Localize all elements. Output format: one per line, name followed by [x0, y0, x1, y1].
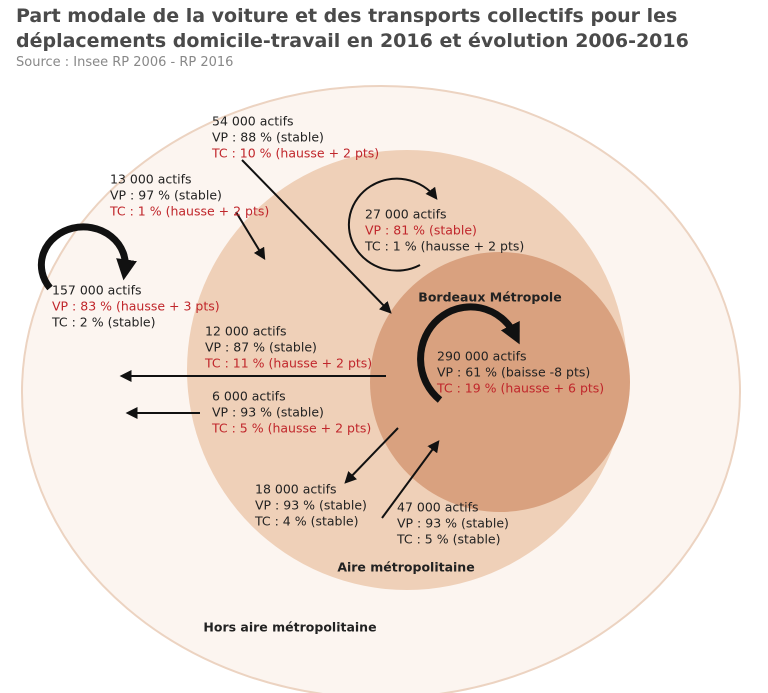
- flow-tc: TC : 11 % (hausse + 2 pts): [204, 356, 372, 371]
- arrow: [235, 211, 266, 261]
- arrow: [344, 427, 399, 484]
- flow-tc: TC : 5 % (hausse + 2 pts): [211, 421, 371, 436]
- flow-tc: TC : 19 % (hausse + 6 pts): [436, 381, 604, 396]
- flow-count: 290 000 actifs: [437, 349, 526, 364]
- title: Part modale de la voiture et des transpo…: [16, 5, 689, 52]
- flow-tc: TC : 4 % (stable): [254, 514, 359, 529]
- loop-arrow: [347, 177, 438, 272]
- flow-tc: TC : 2 % (stable): [51, 315, 156, 330]
- source: Source : Insee RP 2006 - RP 2016: [16, 55, 234, 70]
- flow-vp: VP : 83 % (hausse + 3 pts): [52, 299, 220, 314]
- flow-vp: VP : 88 % (stable): [212, 130, 324, 145]
- flow-vp: VP : 81 % (stable): [365, 223, 477, 238]
- flow-count: 18 000 actifs: [255, 482, 337, 497]
- flow-tc: TC : 1 % (hausse + 2 pts): [364, 239, 524, 254]
- flow-vp: VP : 93 % (stable): [212, 405, 324, 420]
- flow-vp: VP : 93 % (stable): [255, 498, 367, 513]
- flow-vp: VP : 87 % (stable): [205, 340, 317, 355]
- flow-vp: VP : 93 % (stable): [397, 516, 509, 531]
- flow-tc: TC : 5 % (stable): [396, 532, 501, 547]
- flow-count: 47 000 actifs: [397, 500, 479, 515]
- arrow: [381, 440, 440, 519]
- flow-vp: VP : 61 % (baisse -8 pts): [437, 365, 590, 380]
- flow-tc: TC : 1 % (hausse + 2 pts): [109, 204, 269, 219]
- flow-tc: TC : 10 % (hausse + 2 pts): [211, 146, 379, 161]
- flow-count: 157 000 actifs: [52, 283, 141, 298]
- flow-count: 6 000 actifs: [212, 389, 286, 404]
- loop-arrow: [37, 223, 137, 291]
- zone-label: Bordeaux Métropole: [418, 290, 561, 305]
- flow-count: 27 000 actifs: [365, 207, 447, 222]
- zone-label: Aire métropolitaine: [337, 560, 474, 575]
- flow-count: 13 000 actifs: [110, 172, 192, 187]
- arrow: [241, 159, 392, 314]
- flow-count: 54 000 actifs: [212, 114, 294, 129]
- loop-arrow: [417, 303, 520, 403]
- arrows: [37, 159, 520, 519]
- zone-label: Hors aire métropolitaine: [203, 620, 376, 635]
- flow-count: 12 000 actifs: [205, 324, 287, 339]
- flow-vp: VP : 97 % (stable): [110, 188, 222, 203]
